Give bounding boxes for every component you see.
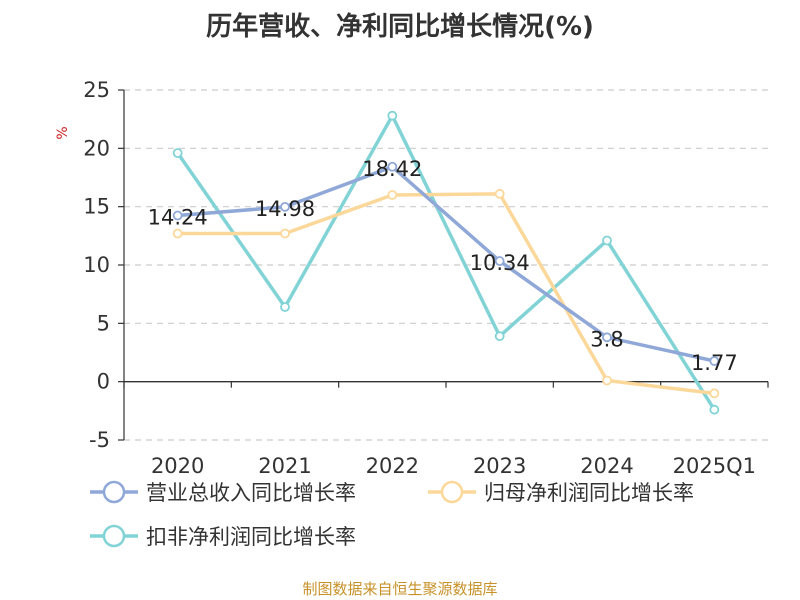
y-tick-label: 10 <box>83 253 110 277</box>
legend-item-2: 归母净利润同比增长率 <box>428 480 694 505</box>
series-3-point <box>602 235 612 246</box>
source-note: 制图数据来自恒生聚源数据库 <box>302 580 498 598</box>
series-line-1 <box>177 165 715 363</box>
legend-item-1: 营业总收入同比增长率 <box>90 480 356 505</box>
data-label: 14.98 <box>255 197 315 221</box>
y-tick-label: 25 <box>83 78 110 102</box>
series-line-2 <box>177 192 715 396</box>
chart-title: 历年营收、净利同比增长情况(%) <box>206 12 594 42</box>
x-tick-label: 2025Q1 <box>673 454 756 478</box>
legend-item-3: 扣非净利润同比增长率 <box>90 524 356 549</box>
series-3-point <box>709 404 720 415</box>
legend-marker <box>440 480 464 504</box>
x-tick-label: 2021 <box>258 454 311 478</box>
series-line-3 <box>176 113 716 411</box>
legend-label: 营业总收入同比增长率 <box>146 481 356 505</box>
axes: -5 0 5 10 15 20 25 2020 2021 2022 2023 2024 2025Q1 <box>83 78 769 478</box>
series-3-point <box>280 302 290 312</box>
series-3-point <box>172 148 183 158</box>
series-1-point <box>387 161 398 172</box>
grid-lines <box>124 89 768 441</box>
legend-label: 扣非净利润同比增长率 <box>146 525 356 549</box>
x-tick-label: 2020 <box>151 454 204 478</box>
series-1-point <box>602 332 612 343</box>
data-label: 14.24 <box>148 206 208 230</box>
y-tick-label: 0 <box>97 370 110 394</box>
series-2-point <box>172 228 183 239</box>
data-label: 3.8 <box>590 327 623 351</box>
series-1-point <box>280 201 290 212</box>
x-tick-label: 2022 <box>366 454 419 478</box>
legend-marker <box>102 524 126 548</box>
series-1-point <box>494 256 505 266</box>
legend-marker <box>102 480 126 504</box>
series-2-point <box>494 188 505 199</box>
series-2-point <box>387 190 398 200</box>
series-3-point <box>387 110 398 121</box>
data-label: 10.34 <box>470 251 530 275</box>
x-tick-label: 2023 <box>473 454 526 478</box>
series-1-point <box>709 356 720 366</box>
y-tick-label: 20 <box>83 136 110 160</box>
data-labels: 14.24 14.98 18.42 10.34 3.8 1.77 <box>148 157 738 375</box>
y-tick-label: 5 <box>97 311 110 335</box>
data-label: 1.77 <box>691 351 738 375</box>
series-1-point <box>172 210 183 221</box>
series-3-point <box>494 331 505 342</box>
data-label: 18.42 <box>362 157 422 181</box>
series-lines <box>172 110 720 415</box>
y-tick-label: -5 <box>89 428 110 452</box>
y-tick-label: 15 <box>83 195 110 219</box>
legend-label: 归母净利润同比增长率 <box>484 481 694 505</box>
x-tick-label: 2024 <box>580 454 633 478</box>
y-axis-unit-label: % <box>55 126 71 139</box>
series-2-point <box>602 375 612 386</box>
series-2-point <box>280 228 290 239</box>
series-2-point <box>709 388 720 399</box>
